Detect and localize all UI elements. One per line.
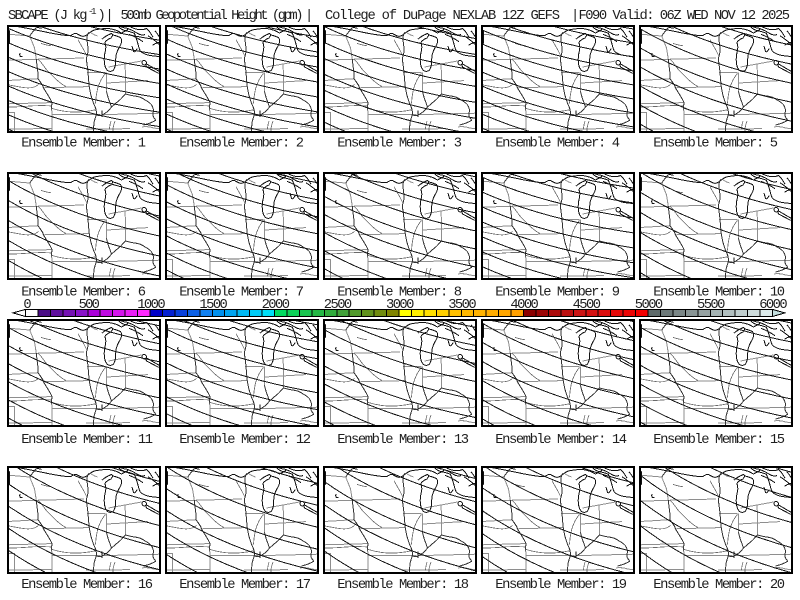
svg-text:Ensemble Member: 11: Ensemble Member: 11 bbox=[21, 432, 153, 448]
svg-text:Ensemble Member: 19: Ensemble Member: 19 bbox=[495, 577, 627, 593]
svg-text:6000: 6000 bbox=[759, 298, 787, 313]
svg-text:3000: 3000 bbox=[386, 298, 414, 313]
svg-text:Ensemble Member: 4: Ensemble Member: 4 bbox=[495, 135, 620, 151]
svg-text:Ensemble Member: 5: Ensemble Member: 5 bbox=[653, 135, 778, 151]
svg-text:5500: 5500 bbox=[697, 298, 725, 313]
svg-text:Ensemble Member: 16: Ensemble Member: 16 bbox=[21, 577, 153, 593]
svg-text:500mb Geopotential Height (gpm: 500mb Geopotential Height (gpm) bbox=[121, 8, 304, 24]
svg-text:1500: 1500 bbox=[199, 298, 227, 313]
svg-text:Ensemble Member: 9: Ensemble Member: 9 bbox=[495, 285, 620, 301]
svg-text:2000: 2000 bbox=[262, 298, 290, 313]
svg-text:2500: 2500 bbox=[324, 298, 352, 313]
svg-text:Ensemble Member: 7: Ensemble Member: 7 bbox=[179, 285, 304, 301]
svg-text:Ensemble Member: 2: Ensemble Member: 2 bbox=[179, 135, 304, 151]
svg-text:Ensemble Member: 10: Ensemble Member: 10 bbox=[653, 285, 785, 301]
svg-text:500: 500 bbox=[79, 298, 100, 313]
svg-text:Ensemble Member: 20: Ensemble Member: 20 bbox=[653, 577, 785, 593]
svg-text:-1: -1 bbox=[88, 6, 97, 17]
svg-text:Ensemble Member: 14: Ensemble Member: 14 bbox=[495, 432, 627, 448]
svg-text:Ensemble Member: 13: Ensemble Member: 13 bbox=[337, 432, 469, 448]
svg-text:Ensemble Member: 12: Ensemble Member: 12 bbox=[179, 432, 311, 448]
svg-text:|: | bbox=[305, 8, 313, 24]
svg-text:Ensemble Member: 17: Ensemble Member: 17 bbox=[179, 577, 311, 593]
svg-text:Ensemble Member: 8: Ensemble Member: 8 bbox=[337, 285, 462, 301]
svg-text:0: 0 bbox=[23, 298, 31, 313]
svg-text:4000: 4000 bbox=[510, 298, 538, 313]
svg-text:SBCAPE (J kg: SBCAPE (J kg bbox=[8, 8, 88, 24]
svg-text:4500: 4500 bbox=[573, 298, 601, 313]
svg-text:Ensemble Member: 6: Ensemble Member: 6 bbox=[21, 285, 146, 301]
svg-text:Ensemble Member: 1: Ensemble Member: 1 bbox=[21, 135, 146, 151]
svg-text:College of DuPage NEXLAB 12Z G: College of DuPage NEXLAB 12Z GEFS bbox=[325, 8, 560, 24]
svg-text:) |: ) | bbox=[98, 8, 114, 24]
svg-text:Ensemble Member: 3: Ensemble Member: 3 bbox=[337, 135, 462, 151]
svg-text:Ensemble Member: 18: Ensemble Member: 18 bbox=[337, 577, 469, 593]
svg-text:F090 Valid: 06Z WED NOV 12 202: F090 Valid: 06Z WED NOV 12 2025 bbox=[579, 8, 791, 24]
svg-text:Ensemble Member: 15: Ensemble Member: 15 bbox=[653, 432, 785, 448]
svg-text:5000: 5000 bbox=[635, 298, 663, 313]
svg-text:1000: 1000 bbox=[137, 298, 165, 313]
svg-text:3500: 3500 bbox=[448, 298, 476, 313]
svg-text:|: | bbox=[571, 8, 579, 24]
